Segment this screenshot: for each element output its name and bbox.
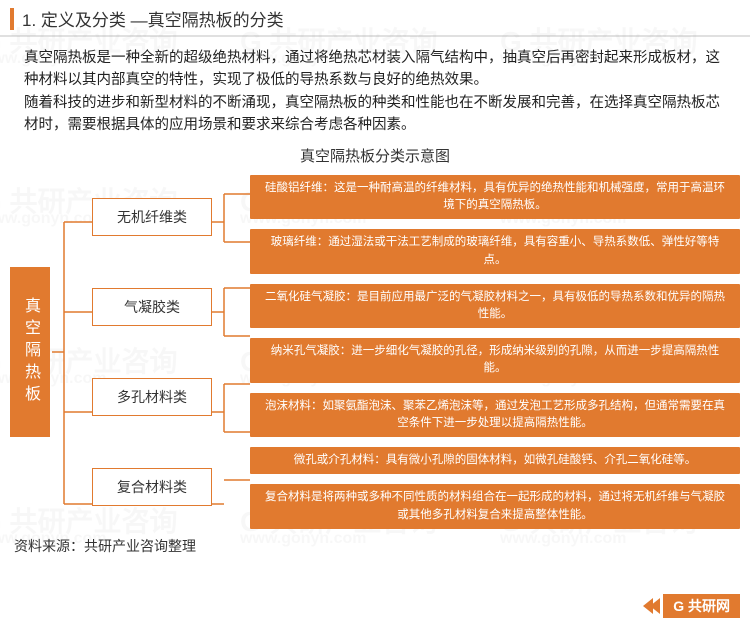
footer-logo: G 共研网 (643, 594, 740, 618)
leaf-box: 二氧化硅气凝胶：是目前应用最广泛的气凝胶材料之一，具有极低的导热系数和优异的隔热… (250, 284, 740, 329)
description-p1: 真空隔热板是一种全新的超级绝热材料，通过将绝热芯材装入隔气结构中，抽真空后再密封… (24, 47, 726, 92)
leaf-box: 泡沫材料：如聚氨酯泡沫、聚苯乙烯泡沫等，通过发泡工艺形成多孔结构，但通常需要在真… (250, 393, 740, 438)
category-box: 复合材料类 (92, 468, 212, 506)
chart-title: 真空隔热板分类示意图 (0, 143, 750, 172)
header-accent-bar (10, 8, 14, 30)
leaf-box: 玻璃纤维：通过湿法或干法工艺制成的玻璃纤维，具有容重小、导热系数低、弹性好等特点… (250, 229, 740, 274)
category-box: 无机纤维类 (92, 198, 212, 236)
classification-tree: 真空隔热板 无机纤维类气凝胶类多孔材料类复合材料类 硅酸铝纤维：这是一种耐高温的… (0, 172, 750, 532)
leaf-box: 复合材料是将两种或多种不同性质的材料组合在一起形成的材料，通过将无机纤维与气凝胶… (250, 484, 740, 529)
leaf-box: 纳米孔气凝胶：进一步细化气凝胶的孔径，形成纳米级别的孔隙，从而进一步提高隔热性能… (250, 338, 740, 383)
leaf-box: 硅酸铝纤维：这是一种耐高温的纤维材料，具有优异的绝热性能和机械强度，常用于高温环… (250, 175, 740, 220)
category-box: 多孔材料类 (92, 378, 212, 416)
tree-root: 真空隔热板 (10, 267, 50, 437)
page-title: 1. 定义及分类 —真空隔热板的分类 (22, 6, 284, 31)
source-text: 资料来源：共研产业咨询整理 (0, 532, 750, 556)
leaf-box: 微孔或介孔材料：具有微小孔隙的固体材料，如微孔硅酸钙、介孔二氧化硅等。 (250, 447, 740, 474)
category-box: 气凝胶类 (92, 288, 212, 326)
header-divider (0, 35, 750, 37)
description-p2: 随着科技的进步和新型材料的不断涌现，真空隔热板的种类和性能也在不断发展和完善，在… (24, 92, 726, 137)
